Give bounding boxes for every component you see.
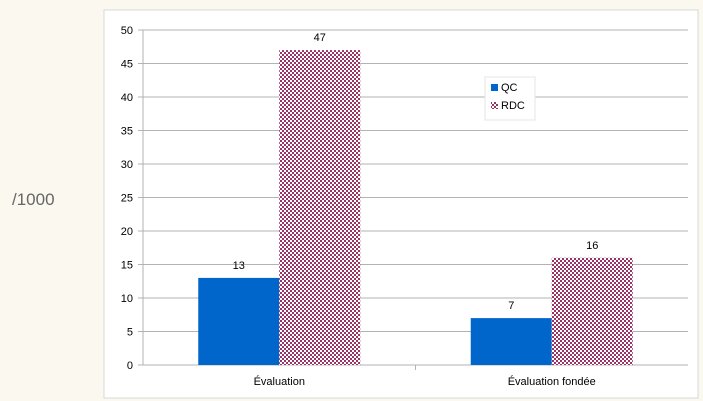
legend-label-rdc: RDC — [501, 100, 525, 112]
data-label: 13 — [233, 260, 245, 272]
y-tick-label: 15 — [121, 260, 133, 272]
y-tick-label: 40 — [121, 92, 133, 104]
legend-swatch-rdc — [491, 102, 498, 109]
data-label: 47 — [314, 32, 326, 44]
y-tick-label: 0 — [127, 360, 133, 372]
y-tick-label: 10 — [121, 293, 133, 305]
bar-qc — [198, 277, 280, 365]
data-label: 16 — [586, 240, 598, 252]
bar-rdc — [279, 50, 361, 365]
bar-rdc — [551, 257, 633, 365]
y-tick-label: 50 — [121, 25, 133, 37]
y-tick-label: 45 — [121, 59, 133, 71]
legend-swatch-qc — [491, 84, 498, 91]
side-unit-label: /1000 — [12, 190, 55, 209]
legend-label-qc: QC — [501, 82, 518, 94]
bar-qc — [470, 318, 552, 365]
y-tick-label: 20 — [121, 226, 133, 238]
y-tick-label: 30 — [121, 159, 133, 171]
y-tick-label: 25 — [121, 193, 133, 205]
x-category-label: Évaluation fondée — [508, 375, 596, 388]
x-category-label: Évaluation — [254, 375, 305, 388]
y-tick-label: 35 — [121, 126, 133, 138]
data-label: 7 — [508, 300, 514, 312]
y-tick-label: 5 — [127, 327, 133, 339]
